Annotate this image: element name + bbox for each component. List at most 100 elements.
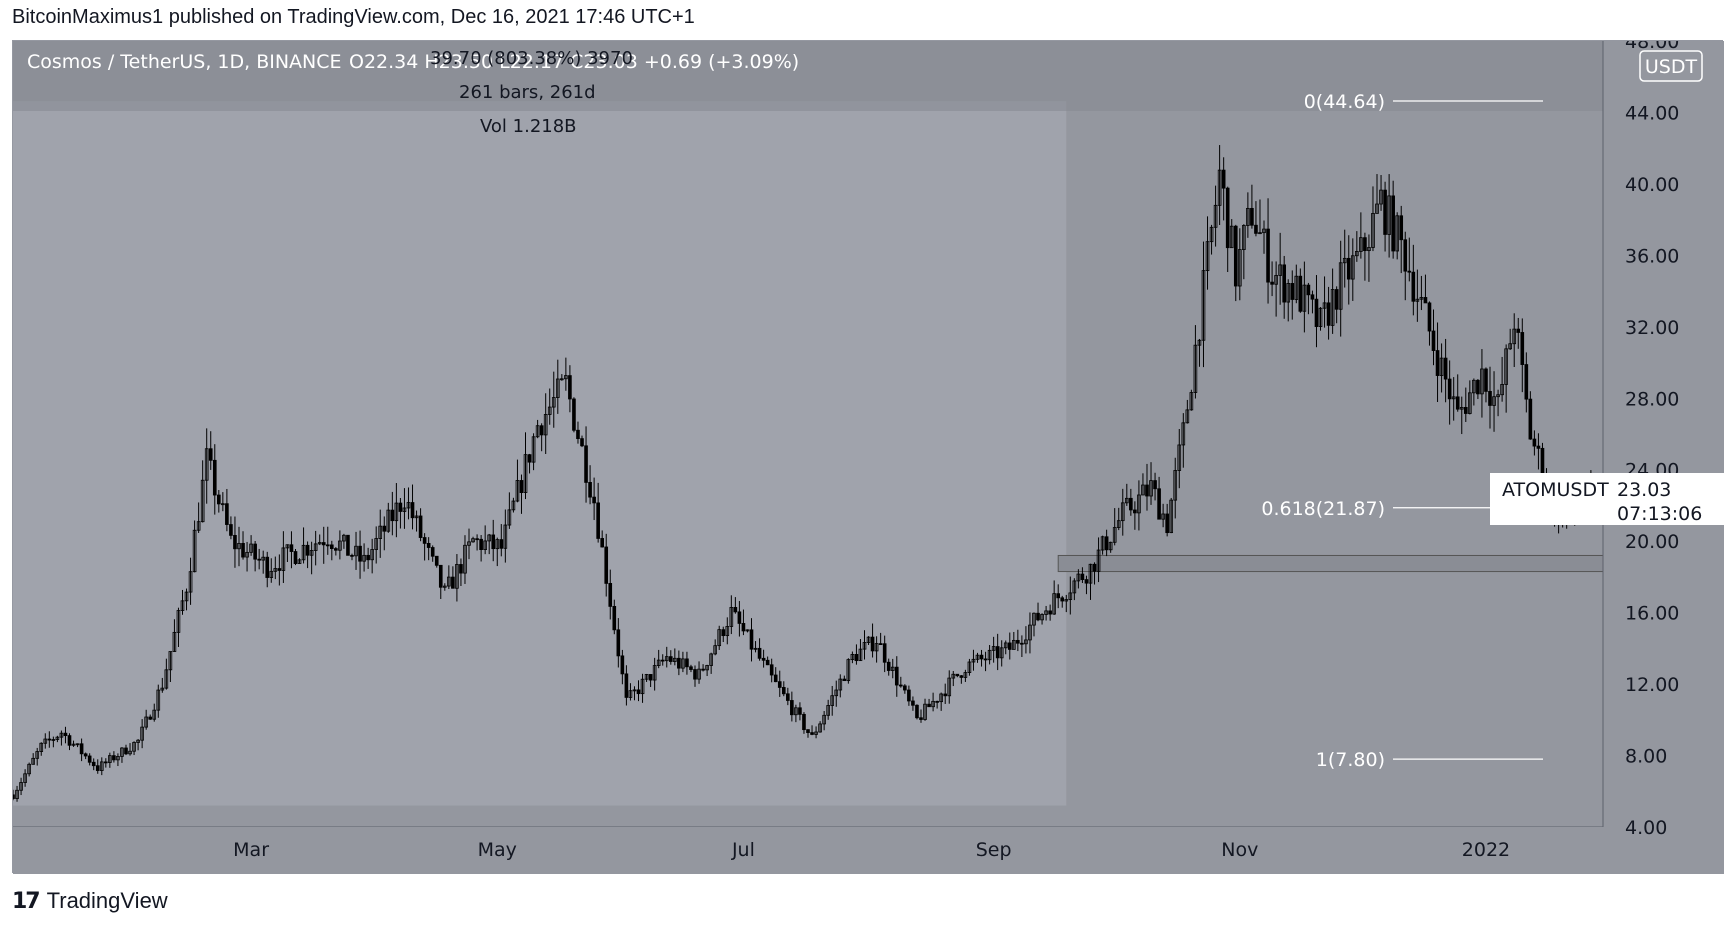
chart-canvas[interactable]: 0(44.64) 0.618(21.87) 1(7.80) 4.00 8.00 12.0… xyxy=(13,41,1724,874)
candle xyxy=(1169,497,1174,534)
candle xyxy=(1084,575,1089,595)
candle xyxy=(697,661,701,684)
candle xyxy=(104,758,108,768)
y-tick-label: 12.00 xyxy=(1625,674,1679,696)
candle xyxy=(737,601,742,637)
candle xyxy=(729,595,734,635)
candle xyxy=(1298,268,1303,313)
candle xyxy=(394,483,399,538)
fib-level-label: 0.618(21.87) xyxy=(1261,498,1385,520)
candle xyxy=(632,686,637,701)
candle xyxy=(55,735,60,743)
candle xyxy=(576,421,580,444)
candle xyxy=(1431,309,1436,366)
candle xyxy=(172,619,177,652)
candle xyxy=(531,433,536,471)
candle xyxy=(523,432,528,500)
footer[interactable]: 17 TradingView xyxy=(12,888,168,914)
tradingview-logo-icon: 17 xyxy=(12,888,41,914)
candle xyxy=(1124,483,1129,506)
candle xyxy=(1524,352,1529,413)
candle xyxy=(241,531,245,560)
candle xyxy=(95,759,100,774)
candle xyxy=(1003,640,1008,655)
candle xyxy=(459,558,463,587)
candle xyxy=(899,676,903,688)
candle xyxy=(919,709,923,723)
candle xyxy=(334,547,338,556)
candle xyxy=(1516,317,1521,349)
candle xyxy=(983,651,988,672)
candle xyxy=(907,685,911,706)
candle xyxy=(1355,231,1359,262)
price-tag-price: 23.03 xyxy=(1617,479,1671,501)
candle xyxy=(1512,313,1517,368)
candle xyxy=(1480,349,1484,418)
candle xyxy=(313,530,318,566)
candle xyxy=(297,558,302,564)
candle xyxy=(539,423,544,452)
candle xyxy=(636,680,641,702)
candle xyxy=(826,699,830,720)
candle xyxy=(434,555,439,568)
candle xyxy=(1290,270,1295,320)
candle xyxy=(1024,626,1028,654)
candle xyxy=(192,520,197,573)
candle xyxy=(822,710,826,731)
candle xyxy=(681,651,685,673)
candle xyxy=(229,516,233,540)
candle xyxy=(592,477,596,521)
candle xyxy=(903,684,907,694)
candle xyxy=(116,753,120,767)
candle xyxy=(451,566,455,589)
candle xyxy=(160,677,165,693)
chart-frame[interactable]: 0(44.64) 0.618(21.87) 1(7.80) 4.00 8.00 12.0… xyxy=(12,40,1724,874)
candle xyxy=(1108,541,1113,553)
candle xyxy=(253,540,257,572)
candle xyxy=(999,640,1004,667)
candle xyxy=(870,623,875,658)
candle xyxy=(951,670,956,687)
candle xyxy=(1201,241,1206,368)
candle xyxy=(1472,378,1476,406)
candle xyxy=(1326,286,1331,340)
candle xyxy=(27,762,31,777)
candle xyxy=(987,645,992,665)
candle xyxy=(814,726,818,739)
candle xyxy=(67,733,72,751)
legend-symbol[interactable]: Cosmos / TetherUS, 1D, BINANCE xyxy=(27,51,342,73)
candle xyxy=(1225,186,1230,273)
candle xyxy=(196,502,201,533)
y-tick-label: 32.00 xyxy=(1625,317,1679,339)
candle xyxy=(608,569,613,620)
x-tick-label: 2022 xyxy=(1462,839,1510,861)
candle xyxy=(1399,205,1404,274)
publisher-header: BitcoinMaximus1 published on TradingView… xyxy=(12,6,695,28)
candle xyxy=(1504,344,1508,413)
candle xyxy=(886,658,891,676)
candle xyxy=(1435,322,1440,402)
currency-button[interactable]: USDT xyxy=(1639,50,1703,82)
candle xyxy=(1528,391,1533,440)
candle xyxy=(317,534,322,546)
candle xyxy=(499,524,504,557)
candle xyxy=(148,714,153,720)
candle xyxy=(717,625,722,650)
candle xyxy=(1536,433,1541,470)
candle xyxy=(1020,635,1024,658)
candle xyxy=(87,753,92,766)
candle xyxy=(971,649,976,671)
candle xyxy=(947,670,952,704)
candle xyxy=(1011,631,1016,650)
x-tick-label: May xyxy=(478,839,517,861)
candle xyxy=(1072,578,1077,601)
candle xyxy=(1318,307,1323,331)
candle xyxy=(406,487,411,520)
price-axis[interactable]: 4.008.0012.0016.0020.0024.0028.0032.0036… xyxy=(1625,41,1679,839)
candle xyxy=(1476,379,1480,400)
candle xyxy=(59,730,64,746)
candle xyxy=(83,752,88,760)
time-axis[interactable]: Mar May Jul Sep Nov 2022 xyxy=(233,839,1510,861)
candle xyxy=(124,744,128,756)
candle xyxy=(1387,174,1391,258)
